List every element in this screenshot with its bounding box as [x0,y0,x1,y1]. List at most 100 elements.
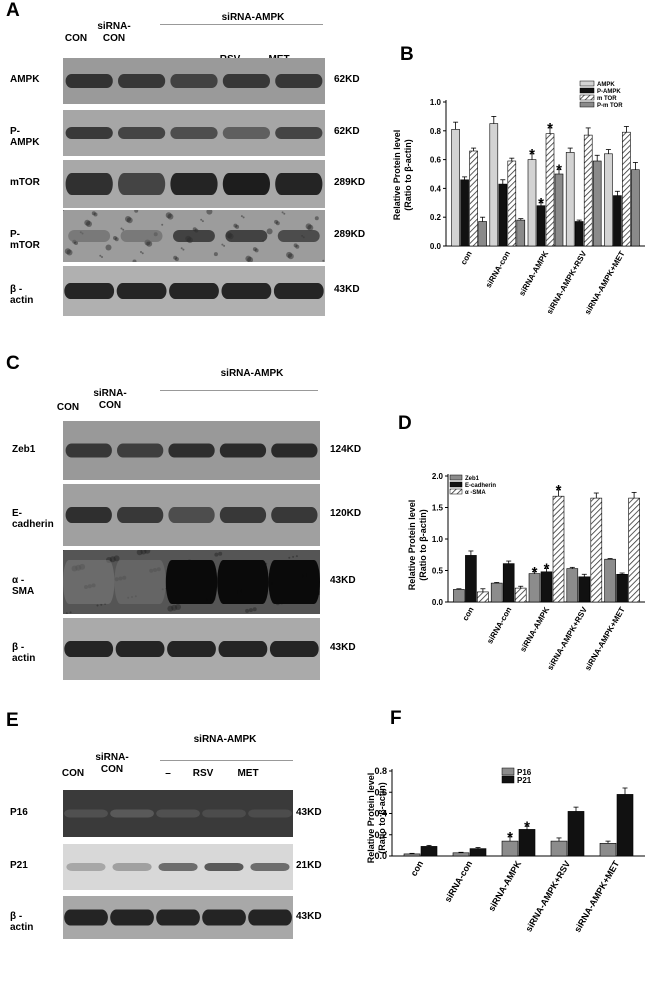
band [118,127,166,139]
chart-b-group: 0.0 0.2 0.4 0.6 0.8 1.0 Relative Protein level… [392,80,645,316]
lane-label: siRNA- CON [97,21,131,44]
legend-label: m TOR [597,96,617,102]
blot-strip [63,790,293,837]
bar [527,159,537,247]
blot-strip [63,618,320,680]
band [64,641,114,657]
x-tick-label: con [461,605,476,622]
band [116,283,167,299]
blot-row-label: mTOR [10,177,40,188]
band [65,127,113,139]
y-axis-label: Relative Protein level [407,500,417,591]
panel-label-e: E [6,710,19,731]
bar [403,853,421,857]
legend-swatch [579,94,595,101]
bar [490,582,503,603]
chart-d-group: 0.0 0.5 1.0 1.5 2.0 Relative Protein level (Ra… [407,472,645,672]
band [168,443,215,458]
band [204,863,244,871]
band [248,909,292,926]
bar [453,589,465,603]
band [167,641,216,657]
bar [616,794,634,857]
blot-row-label: β -actin [10,284,34,306]
y-axis-label: (Ratio to β-actin) [377,782,387,854]
legend-label: P16 [517,768,532,777]
molecular-weight-label: 289KD [334,229,366,240]
blot-row-label: AMPK [10,74,40,85]
band [275,127,323,139]
bar [574,221,584,247]
bar [604,558,616,603]
band [158,863,198,871]
x-tick-label: siRNA-AMPK+MET [583,605,627,672]
bar [631,169,640,247]
blot-row-label: β -actin [10,910,34,933]
blot-strip [63,58,325,104]
band [165,560,218,604]
molecular-weight-label: 289KD [334,177,366,188]
blot-row-label: P-mTOR [10,229,40,251]
bar [452,852,470,857]
blot-strip [63,266,325,316]
legend-label: P-m TOR [597,103,623,109]
band [65,507,112,523]
y-tick-label: 1.5 [432,504,444,513]
band [112,863,152,871]
group-label-e: siRNA-AMPK [193,734,257,745]
band [271,507,318,523]
band [202,809,246,818]
bar [516,219,526,247]
band [250,863,290,871]
blot-row-label: α -SMA [12,575,35,597]
x-tick-label: siRNA-AMPK [518,605,551,653]
band [170,74,218,88]
blot-strip [63,160,325,208]
y-axis-label: (Ratio to β-actin) [418,509,428,581]
blot-row-label: P16 [10,806,28,818]
x-tick-label: siRNA-con [443,859,475,904]
blot-strip [63,210,325,262]
band [222,173,270,195]
x-tick-label: siRNA-con [485,605,513,645]
significance-star: * [556,162,562,179]
x-tick-label: con [409,859,426,878]
significance-star: * [529,146,535,163]
band [168,507,215,523]
bar [469,848,487,857]
band [120,230,163,242]
y-tick-label: 0.4 [374,809,387,819]
band [273,283,324,299]
legend-swatch [579,80,595,87]
band [117,443,164,458]
bar [498,183,508,247]
y-tick-label: 0.0 [430,242,442,251]
band [64,909,108,926]
legend-label: α -SMA [465,490,486,496]
bar [460,179,469,247]
band [218,641,268,657]
lane-label: siRNA- CON [93,388,127,411]
y-tick-label: 0.2 [374,830,387,840]
lane-label: CON [61,768,85,779]
blot-row-label: P-AMPK [10,126,40,148]
bar [540,571,553,603]
group-line-c [160,390,318,391]
lane-label: RSV [192,768,214,779]
lane-label: – [165,768,171,779]
molecular-weight-label: 124KD [330,443,362,455]
band [169,283,219,299]
group-line-a [160,24,323,25]
band [118,74,166,88]
group-label-c: siRNA-AMPK [220,368,284,379]
significance-star: * [538,195,544,212]
y-tick-label: 0.0 [432,598,444,607]
molecular-weight-label: 43KD [296,910,322,922]
lane-label: CON [64,33,88,44]
significance-star: * [507,829,513,846]
significance-star: * [524,818,530,835]
y-axis-label: (Ratio to β-actin) [403,139,413,211]
legend-label: P-AMPK [597,89,621,95]
band [277,230,320,242]
